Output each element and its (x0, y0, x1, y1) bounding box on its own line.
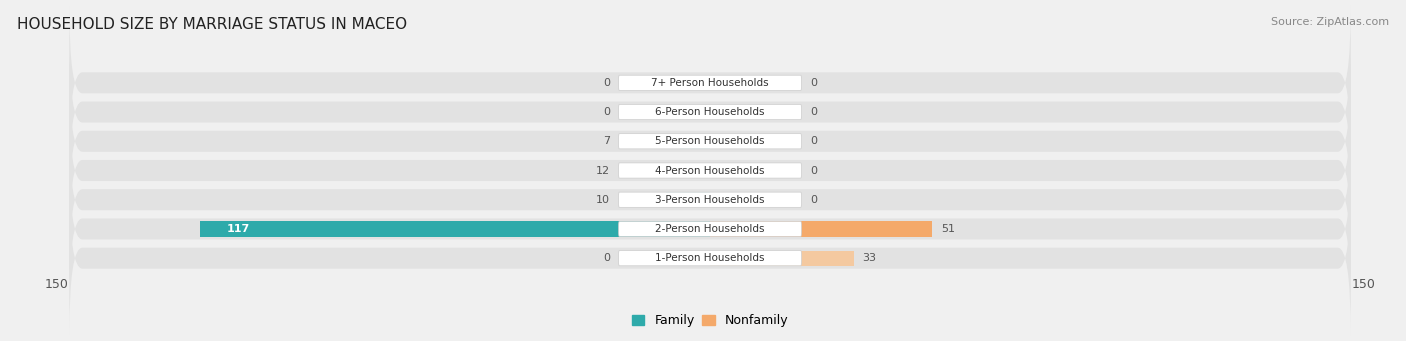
FancyBboxPatch shape (619, 221, 801, 237)
FancyBboxPatch shape (619, 134, 801, 149)
Text: 0: 0 (810, 107, 817, 117)
FancyBboxPatch shape (69, 35, 1351, 189)
FancyBboxPatch shape (619, 104, 801, 120)
FancyBboxPatch shape (619, 163, 801, 178)
FancyBboxPatch shape (69, 64, 1351, 219)
FancyBboxPatch shape (69, 93, 1351, 248)
Text: 0: 0 (810, 136, 817, 146)
FancyBboxPatch shape (69, 122, 1351, 277)
Bar (200, 221, 710, 237)
Text: 6-Person Households: 6-Person Households (655, 107, 765, 117)
FancyBboxPatch shape (69, 6, 1351, 160)
Text: 3-Person Households: 3-Person Households (655, 195, 765, 205)
FancyBboxPatch shape (619, 251, 801, 266)
Text: 0: 0 (810, 195, 817, 205)
Text: 0: 0 (603, 107, 610, 117)
Text: 7: 7 (603, 136, 610, 146)
Text: 0: 0 (603, 78, 610, 88)
Text: 4-Person Households: 4-Person Households (655, 165, 765, 176)
Bar (710, 251, 853, 266)
Text: 10: 10 (596, 195, 610, 205)
Text: 117: 117 (226, 224, 249, 234)
Text: 2-Person Households: 2-Person Households (655, 224, 765, 234)
Text: 0: 0 (810, 78, 817, 88)
FancyBboxPatch shape (619, 192, 801, 207)
Text: 7+ Person Households: 7+ Person Households (651, 78, 769, 88)
Legend: Family, Nonfamily: Family, Nonfamily (627, 309, 793, 332)
Bar (658, 163, 710, 178)
Bar (666, 192, 710, 207)
Text: 51: 51 (941, 224, 955, 234)
FancyBboxPatch shape (69, 181, 1351, 335)
Text: 0: 0 (603, 253, 610, 263)
Text: 33: 33 (862, 253, 876, 263)
Text: 5-Person Households: 5-Person Households (655, 136, 765, 146)
Bar (679, 134, 710, 149)
Text: 1-Person Households: 1-Person Households (655, 253, 765, 263)
Bar (710, 221, 932, 237)
FancyBboxPatch shape (619, 75, 801, 90)
Text: HOUSEHOLD SIZE BY MARRIAGE STATUS IN MACEO: HOUSEHOLD SIZE BY MARRIAGE STATUS IN MAC… (17, 17, 406, 32)
Text: 12: 12 (596, 165, 610, 176)
FancyBboxPatch shape (69, 152, 1351, 306)
Text: 0: 0 (810, 165, 817, 176)
Text: Source: ZipAtlas.com: Source: ZipAtlas.com (1271, 17, 1389, 27)
